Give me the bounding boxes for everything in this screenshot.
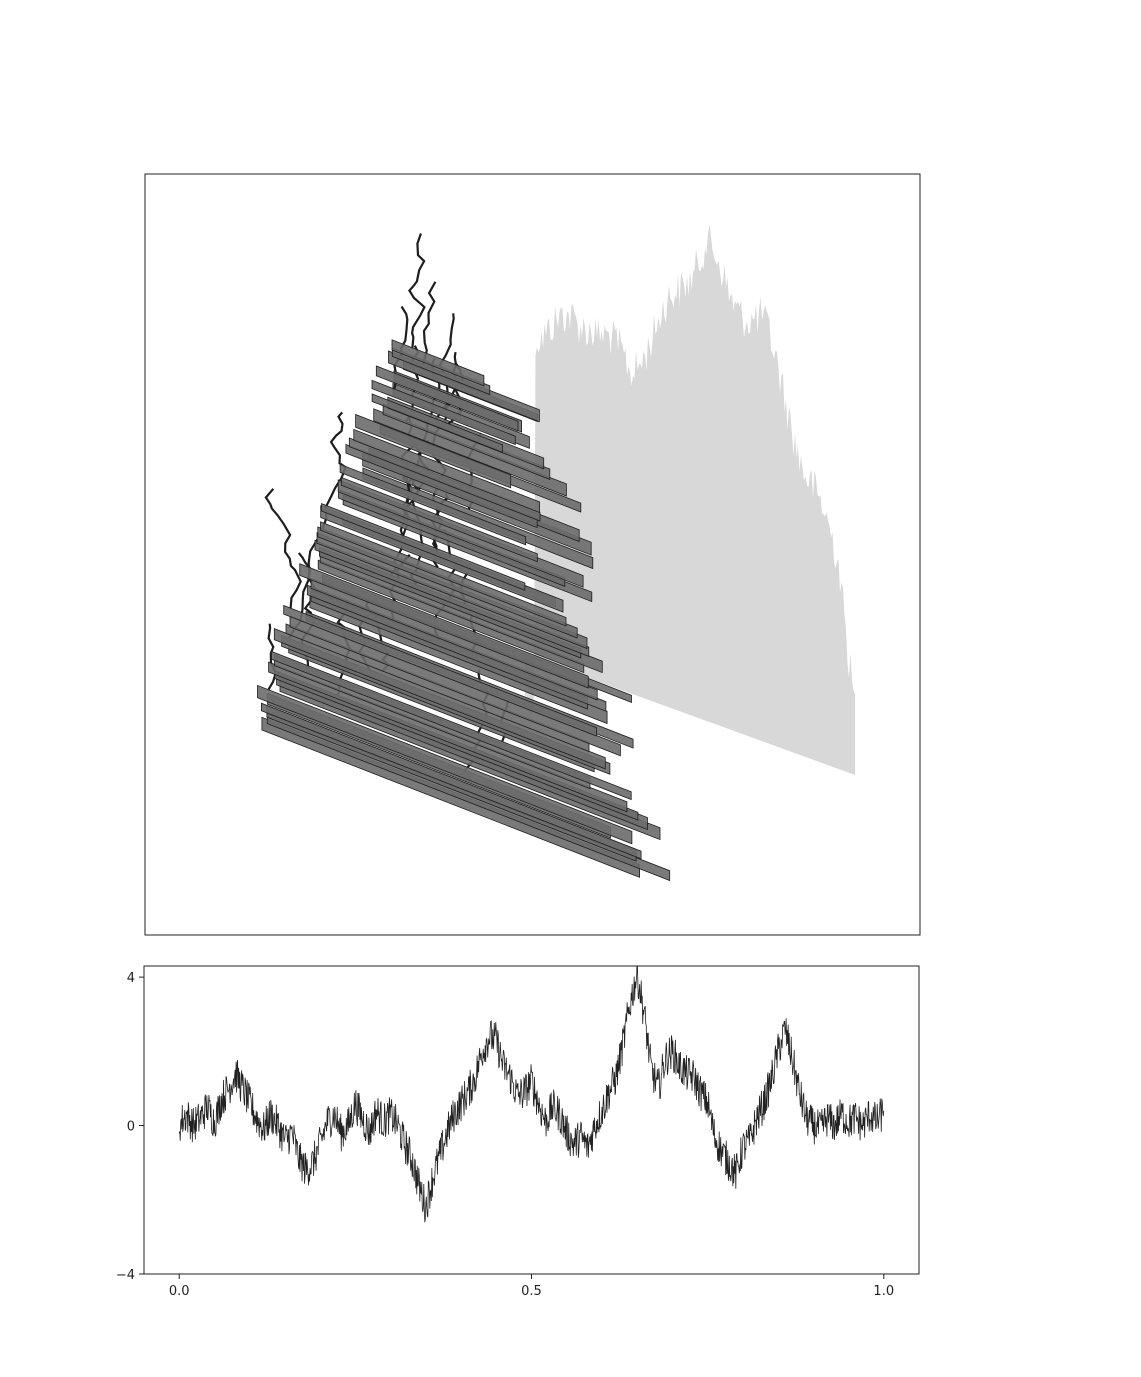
surface-layer: [355, 413, 512, 489]
surface-layer: [373, 408, 567, 497]
surface-plot-panel: [144, 173, 921, 936]
y-axis-ticks: −4 0 4: [116, 971, 144, 1283]
y-tick-label: 0: [127, 1120, 135, 1135]
x-tick-label: 1.0: [873, 1284, 894, 1299]
surface-layer: [341, 476, 538, 563]
surface-layer: [391, 339, 485, 387]
surface-branch: [267, 623, 277, 691]
surface-layer: [375, 365, 519, 432]
series-line: [178, 966, 885, 1223]
trace-plot-panel: 0.0 0.5 1.0 −4 0 4: [116, 965, 920, 1299]
surface-branch: [321, 411, 348, 530]
surface-layer: [371, 379, 516, 446]
surface-layer: [299, 563, 589, 689]
surface-layer: [289, 615, 621, 757]
surface-layer: [273, 628, 606, 770]
x-tick-label: 0.0: [169, 1284, 190, 1299]
y-tick-label: 4: [127, 971, 135, 986]
surface-layer: [261, 702, 642, 860]
surface-layer: [271, 650, 632, 801]
surface-layer: [382, 403, 551, 480]
surface-layer: [339, 463, 527, 546]
surface-layer: [310, 577, 598, 701]
x-tick-label: 0.5: [521, 1284, 542, 1299]
surface-layer: [320, 521, 567, 627]
surface-plot-frame: [144, 173, 921, 936]
surface-layer: [353, 428, 540, 514]
surface-layer: [321, 503, 526, 591]
surface-layer: [268, 661, 628, 813]
surface-branch: [264, 488, 302, 609]
surface-front-layers: [257, 233, 671, 882]
x-axis-ticks: 0.0 0.5 1.0: [169, 1274, 894, 1299]
surface-layer: [306, 584, 607, 712]
surface-branch: [408, 233, 426, 348]
surface-shadow-projection: [525, 224, 855, 775]
surface-layer: [257, 684, 633, 845]
y-tick-label: −4: [116, 1268, 135, 1283]
surface-layer: [283, 604, 597, 737]
shadow-silhouette: [525, 224, 855, 775]
surface-layer: [371, 393, 503, 453]
